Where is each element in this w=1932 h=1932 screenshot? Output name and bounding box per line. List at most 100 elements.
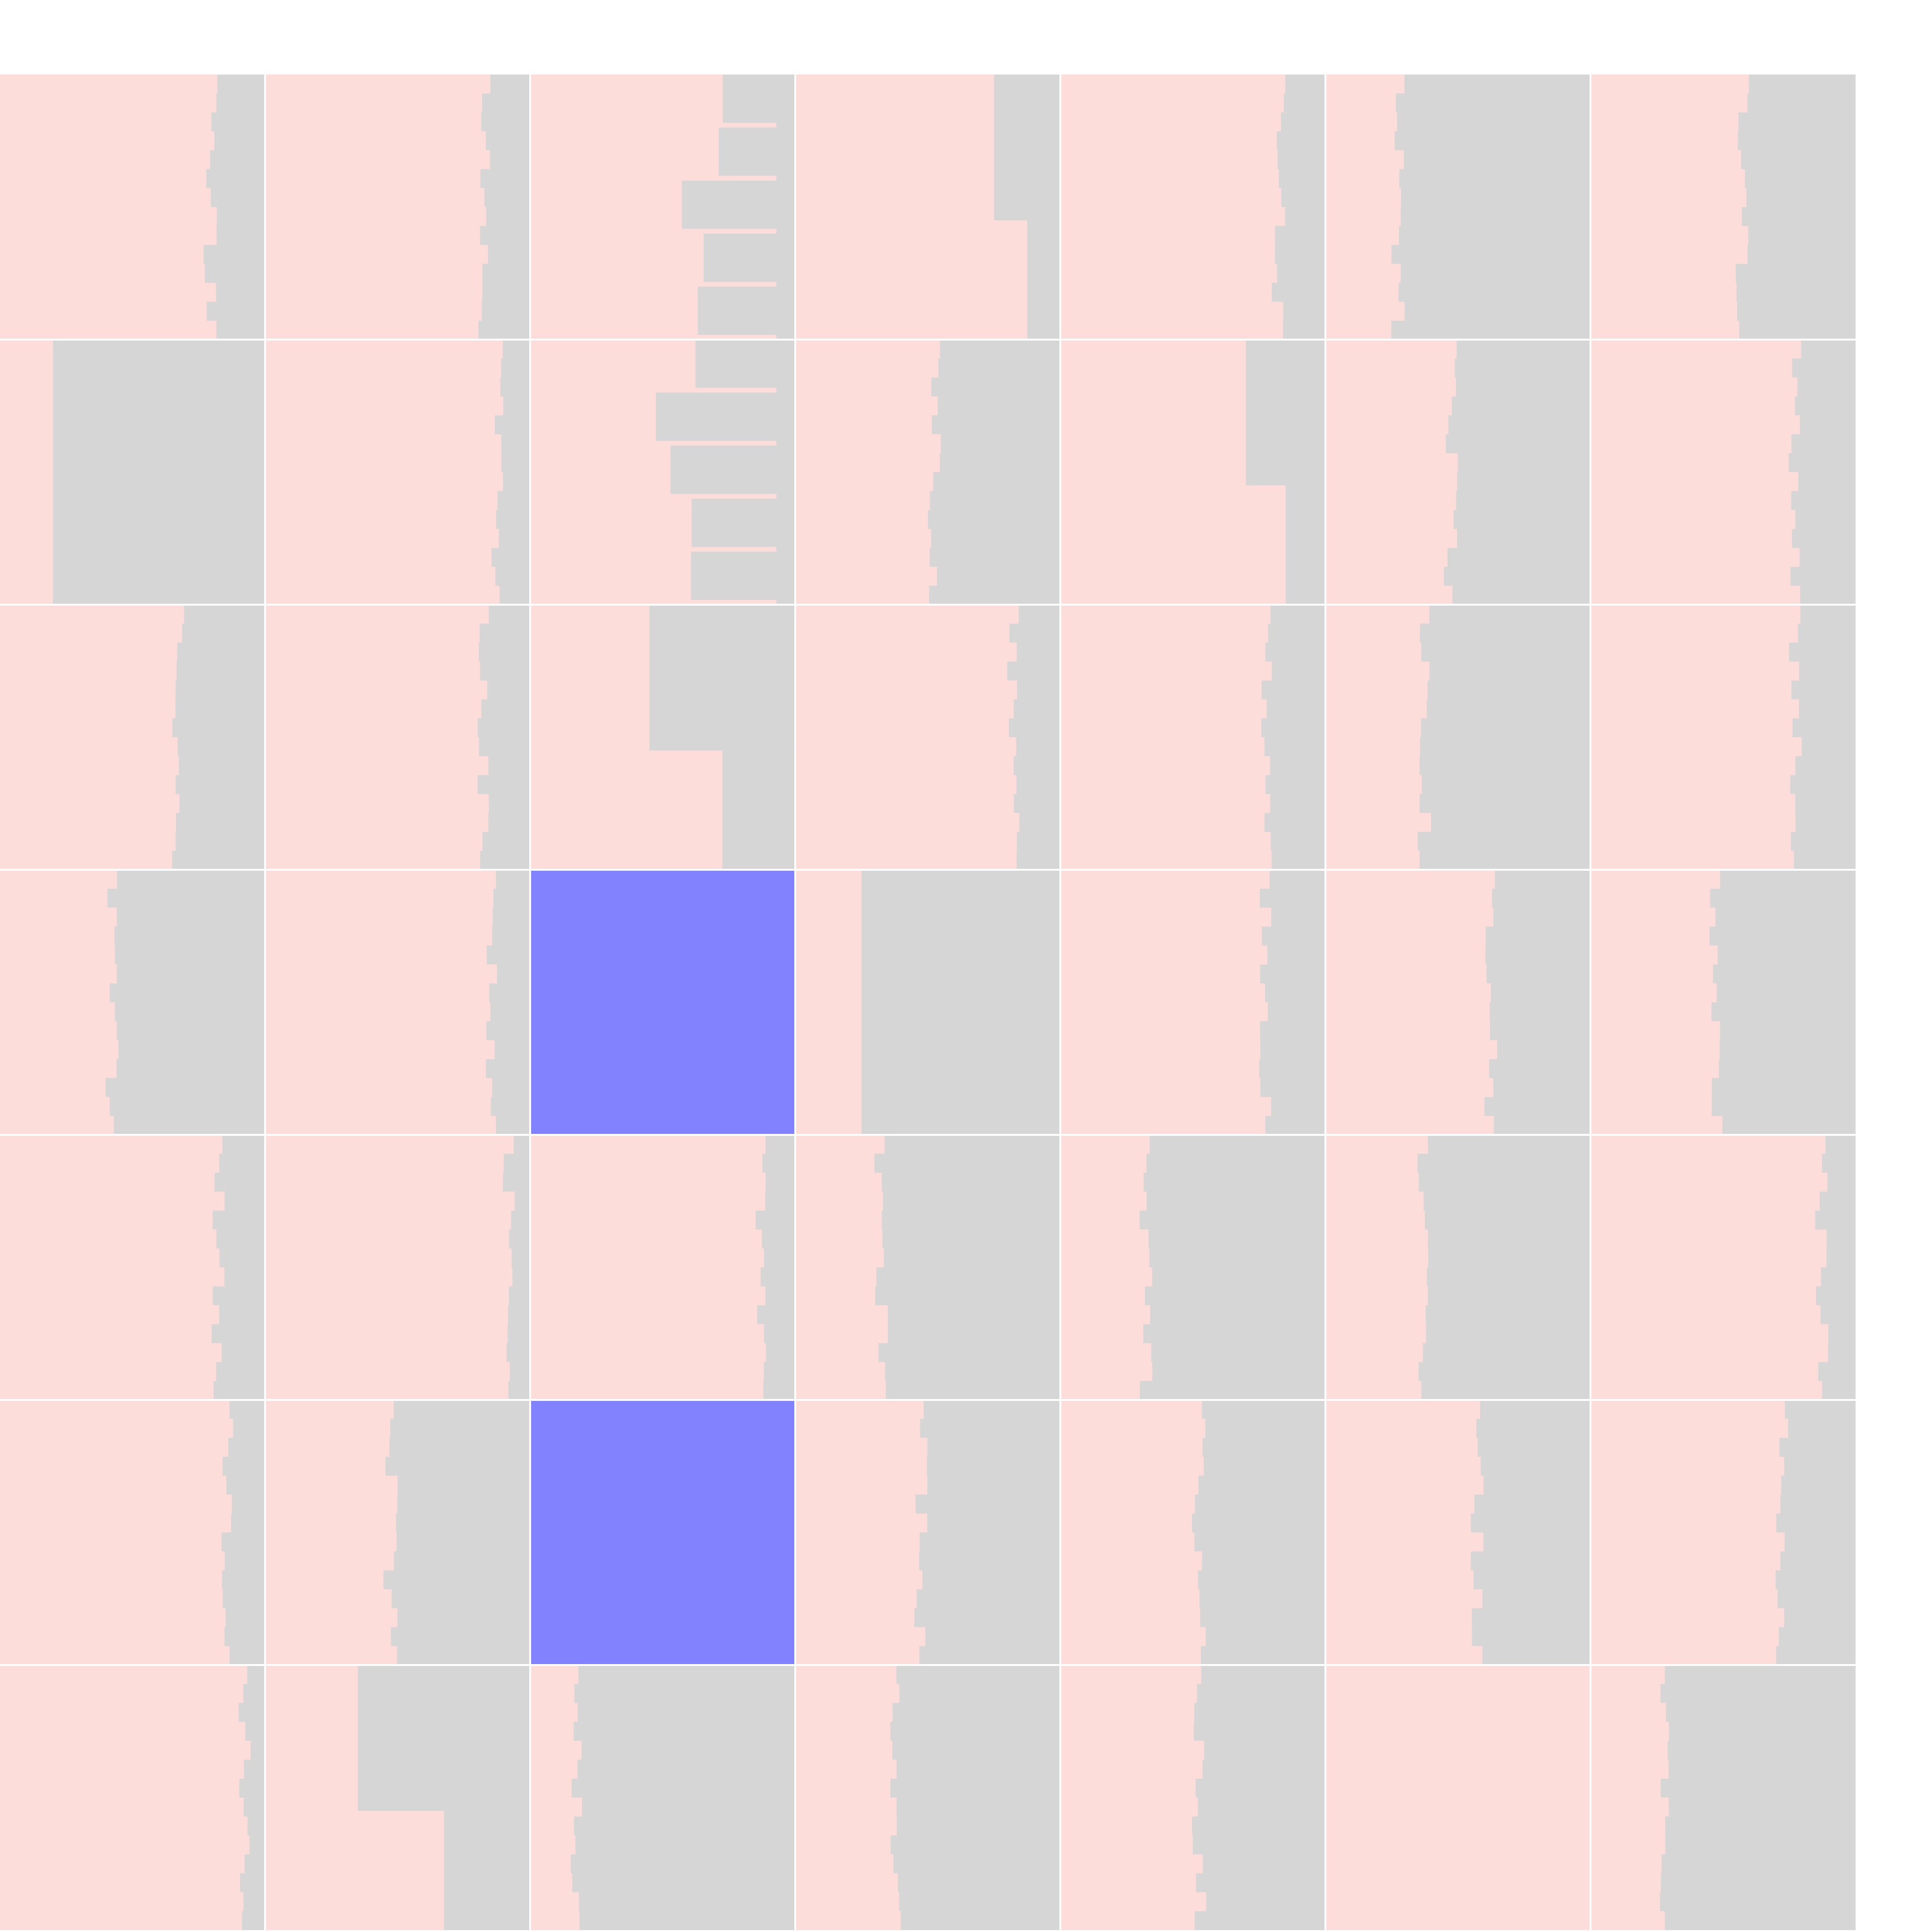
tile-fill-edge (1446, 434, 1458, 453)
tile-fill (490, 605, 530, 870)
tile-fill-edge (1715, 908, 1723, 927)
tile[interactable] (1591, 1135, 1856, 1400)
tile[interactable] (1060, 75, 1325, 340)
tile-fill-edge (1799, 415, 1803, 434)
tile[interactable] (1060, 340, 1325, 605)
tile[interactable] (0, 870, 265, 1135)
tile[interactable] (530, 340, 795, 605)
tile[interactable] (1325, 1135, 1591, 1400)
tile-fill-edge (1148, 1229, 1153, 1249)
tile-fill-edge (927, 1513, 928, 1532)
tile-fill-edge (495, 566, 504, 586)
tile-fill-edge (487, 680, 491, 700)
tile-fill-edge (496, 1116, 499, 1135)
tile-fill-edge (1205, 1419, 1207, 1438)
tile-fill-edge (1396, 93, 1405, 113)
tile-fill-edge (1737, 301, 1750, 321)
tile[interactable] (530, 75, 795, 340)
tile-fill-edge (1473, 1570, 1485, 1590)
tile-fill-edge (397, 1494, 398, 1514)
tile-fill-edge (928, 510, 941, 529)
tile[interactable] (795, 1135, 1060, 1400)
tile[interactable] (0, 340, 266, 605)
tile-fill-edge (1146, 1154, 1153, 1173)
tile-fill-edge (1827, 1173, 1829, 1192)
tile[interactable] (0, 605, 265, 870)
tile[interactable] (795, 605, 1060, 870)
tile[interactable] (795, 870, 1060, 1135)
tile[interactable] (530, 1135, 795, 1400)
tile-fill-edge (1792, 718, 1803, 737)
tile[interactable] (1060, 1665, 1325, 1930)
tile[interactable] (1325, 340, 1591, 605)
tile[interactable] (530, 1665, 795, 1930)
tile-fill-edge (1660, 1892, 1670, 1911)
tile[interactable] (265, 340, 530, 605)
tile-fill (251, 1665, 265, 1930)
tile-fill-edge (1427, 680, 1432, 700)
tile-fill-edge (393, 1400, 398, 1419)
tile-fill-edge (927, 1438, 928, 1457)
tile[interactable] (1060, 605, 1325, 870)
tile[interactable] (1591, 870, 1856, 1135)
tile[interactable] (1325, 605, 1591, 870)
tile-fill-edge (478, 320, 491, 340)
tile[interactable] (265, 1665, 530, 1930)
tile[interactable] (265, 605, 530, 870)
tile[interactable] (265, 1400, 530, 1665)
tile[interactable] (1325, 1400, 1591, 1665)
tile[interactable] (1591, 1400, 1856, 1665)
tile-fill-edge (489, 794, 491, 813)
tile-fill-edge (1799, 548, 1803, 567)
tile-fill-edge (228, 1438, 233, 1457)
tile-fill-edge (882, 1173, 888, 1192)
tile-fill-edge (509, 1286, 517, 1306)
tile[interactable] (530, 605, 795, 870)
highlighted-tile[interactable] (530, 870, 795, 1135)
tile-fill (444, 1811, 530, 1930)
tile[interactable] (1060, 1135, 1325, 1400)
tile-fill-edge (512, 1267, 517, 1287)
tile-fill-edge (1490, 1002, 1498, 1022)
tile[interactable] (1060, 1400, 1325, 1665)
tile[interactable] (795, 75, 1060, 340)
tile[interactable] (0, 1400, 265, 1665)
tile-fill (1027, 220, 1060, 340)
tile-fill-edge (1417, 1154, 1432, 1173)
tile[interactable] (1325, 870, 1591, 1135)
tile[interactable] (1591, 75, 1856, 340)
tile-fill-edge (508, 1381, 517, 1400)
tile-fill-edge (1736, 283, 1750, 302)
tile-fill-edge (1660, 1778, 1670, 1798)
tile[interactable] (0, 1135, 265, 1400)
tile-fill-edge (571, 1854, 583, 1874)
tile-fill-edge (1781, 1475, 1790, 1495)
tile[interactable] (265, 1135, 530, 1400)
tile-fill-edge (1486, 964, 1498, 983)
tile-fill-edge (175, 775, 186, 794)
tile-fill-edge (897, 1816, 901, 1836)
highlighted-tile[interactable] (530, 1400, 795, 1665)
tile[interactable] (795, 1665, 1060, 1930)
tile[interactable] (1325, 75, 1591, 340)
tile-fill-edge (1283, 301, 1286, 321)
tile-fill (233, 1400, 265, 1665)
tile[interactable] (1591, 605, 1856, 870)
tile[interactable] (795, 340, 1060, 605)
tile[interactable] (0, 75, 265, 340)
tile-fill-edge (249, 1835, 252, 1855)
tile-fill-edge (892, 1740, 901, 1760)
tile[interactable] (265, 75, 530, 340)
tile[interactable] (1591, 1665, 1856, 1930)
tile-fill-edge (1016, 850, 1021, 870)
tile-fill-edge (207, 301, 217, 321)
tile-fill-edge (883, 1191, 888, 1211)
tile[interactable] (1325, 1665, 1591, 1930)
tile-fill-edge (577, 1759, 583, 1779)
tile[interactable] (0, 1665, 265, 1930)
tile-fill-edge (480, 169, 491, 188)
tile[interactable] (1060, 870, 1325, 1135)
tile[interactable] (795, 1400, 1060, 1665)
tile[interactable] (1591, 340, 1856, 605)
tile[interactable] (265, 870, 530, 1135)
